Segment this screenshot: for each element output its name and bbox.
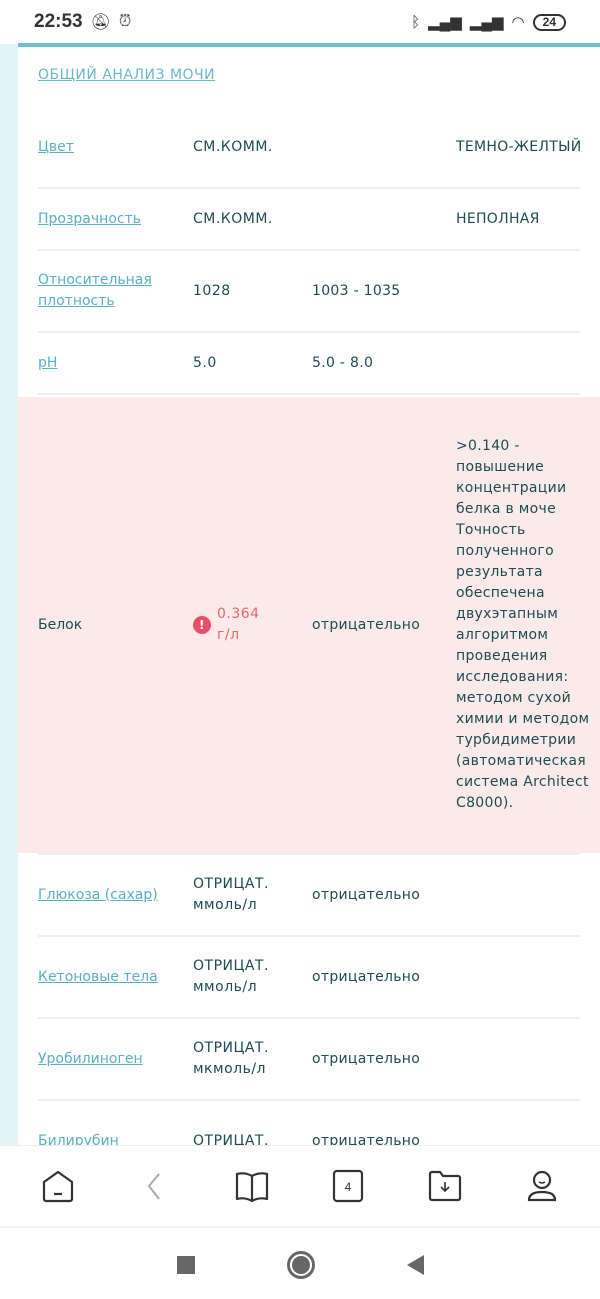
table-row: Относительная плотность 1028 1003 - 1035 — [18, 251, 600, 333]
clock: 22:53 — [34, 11, 83, 32]
status-bar: 22:53 🔕︎ ⏰︎ ᛒ ▂▄▆ ▂▄▆ ◠ 24 — [0, 0, 600, 44]
tabs-count: 4 — [345, 1180, 352, 1194]
side-strip — [0, 44, 18, 1145]
test-name-link[interactable]: Уробилиноген — [38, 1050, 143, 1067]
comment: >0.140 - повышение концентрации белка в … — [456, 438, 590, 811]
reference-range: отрицательно — [312, 968, 421, 985]
tabs-button[interactable]: 4 — [323, 1168, 373, 1204]
reference-range: отрицательно — [312, 1050, 421, 1067]
reference-range: отрицательно — [312, 1132, 421, 1146]
alarm-icon: ⏰︎ — [118, 13, 132, 30]
test-value: СМ.КОММ. — [193, 210, 273, 227]
test-value: ОТРИЦАТ. ммоль/л — [193, 958, 269, 995]
test-name-link[interactable]: Кетоновые тела — [38, 968, 158, 985]
test-value: ОТРИЦАТ. мкмоль/л — [193, 1040, 269, 1077]
table-row: Билирубин ОТРИЦАТ. отрицательно — [18, 1101, 600, 1146]
test-value: 5.0 — [193, 354, 217, 371]
profile-icon[interactable] — [517, 1168, 567, 1204]
test-name-link[interactable]: Цвет — [38, 138, 74, 155]
table-row: Глюкоза (сахар) ОТРИЦАТ. ммоль/л отрицател… — [18, 855, 600, 937]
test-name-link[interactable]: pH — [38, 354, 58, 371]
test-name-link[interactable]: Глюкоза (сахар) — [38, 886, 158, 903]
system-nav-bar — [0, 1230, 600, 1299]
browser-bottom-nav: 4 — [0, 1145, 600, 1228]
test-value: ОТРИЦАТ. ммоль/л — [193, 876, 269, 913]
test-value: 1028 — [193, 282, 231, 299]
reference-range: 5.0 - 8.0 — [312, 354, 374, 371]
comment: ТЕМНО-ЖЕЛТЫЙ — [456, 138, 582, 155]
recents-square-icon[interactable] — [176, 1255, 195, 1274]
test-name-link[interactable]: Билирубин — [38, 1132, 119, 1146]
table-row: pH 5.0 5.0 - 8.0 — [18, 333, 600, 395]
back-triangle-icon[interactable] — [406, 1254, 424, 1275]
wifi-icon: ◠ — [511, 14, 525, 31]
test-name-link[interactable]: Относительная плотность — [38, 272, 152, 309]
home-button[interactable] — [33, 1168, 83, 1204]
table-row: Уробилиноген ОТРИЦАТ. мкмоль/л отрицательн… — [18, 1019, 600, 1101]
results-table: ОБЩИЙ АНАЛИЗ МОЧИ Цвет СМ.КОММ. ТЕМНО-ЖЕЛТ… — [18, 47, 600, 1145]
back-button[interactable] — [130, 1168, 180, 1204]
reference-range: 1003 - 1035 — [312, 282, 401, 299]
comment: НЕПОЛНАЯ — [456, 210, 540, 227]
signal-icon: ▂▄▆ — [469, 14, 504, 31]
test-name-link[interactable]: Прозрачность — [38, 210, 141, 227]
section-title-link[interactable]: ОБЩИЙ АНАЛИЗ МОЧИ — [38, 67, 216, 83]
reference-range: отрицательно — [312, 886, 421, 903]
table-row: Цвет СМ.КОММ. ТЕМНО-ЖЕЛТЫЙ — [18, 107, 600, 189]
signal-icon: ▂▄▆ — [428, 14, 462, 31]
test-value: СМ.КОММ. — [193, 138, 273, 155]
test-value: ОТРИЦАТ. — [193, 1132, 269, 1146]
test-name: Белок — [38, 616, 83, 633]
bluetooth-icon: ᛒ — [411, 13, 421, 31]
bookmarks-book-icon[interactable] — [227, 1168, 277, 1204]
top-accent-bar — [18, 43, 600, 47]
warning-icon: ! — [193, 616, 211, 634]
downloads-folder-icon[interactable] — [420, 1168, 470, 1204]
test-value: ! 0.364 г/л — [193, 604, 303, 646]
table-row: Прозрачность СМ.КОММ. НЕПОЛНАЯ — [18, 189, 600, 251]
bell-muted-icon: 🔕︎ — [90, 14, 111, 31]
battery-icon: 24 — [532, 13, 566, 31]
reference-range: отрицательно — [312, 616, 421, 633]
abnormal-value: 0.364 г/л — [217, 606, 260, 643]
home-circle-icon[interactable] — [286, 1250, 315, 1279]
table-row: Белок! 0.364 г/л отрицательно >0.140 - повы… — [18, 397, 600, 855]
table-row: Кетоновые тела ОТРИЦАТ. ммоль/л отрицатель… — [18, 937, 600, 1019]
